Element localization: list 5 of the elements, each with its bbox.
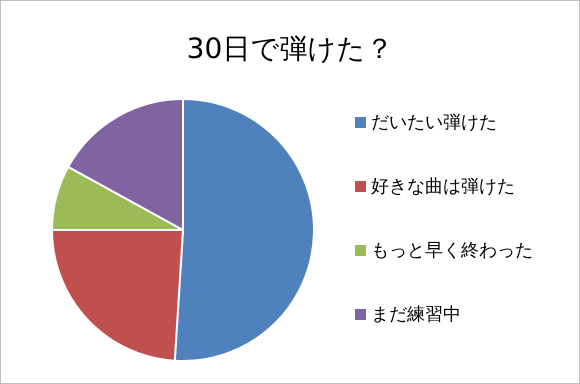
chart-title: 30日で弾けた？: [186, 32, 394, 65]
legend-label: 好きな曲は弾けた: [371, 176, 515, 197]
legend-label: まだ練習中: [371, 304, 461, 325]
legend-label: だいたい弾けた: [371, 112, 497, 133]
legend-label: もっと早く終わった: [371, 240, 533, 261]
